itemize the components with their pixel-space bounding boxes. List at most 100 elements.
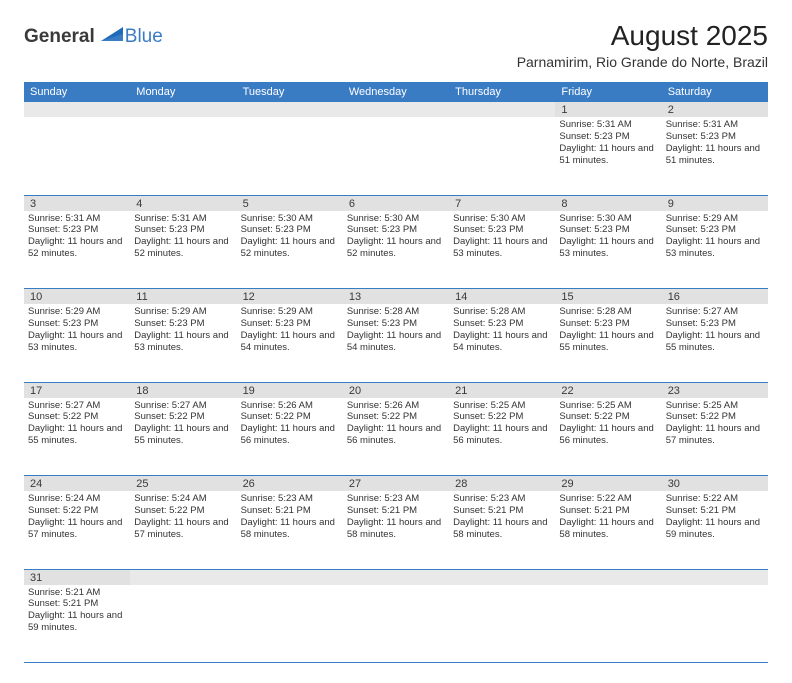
- day-cell: Sunrise: 5:31 AMSunset: 5:23 PMDaylight:…: [662, 117, 768, 195]
- day-number: 7: [449, 195, 555, 211]
- sunset-text: Sunset: 5:22 PM: [28, 505, 126, 517]
- day-number: 10: [24, 289, 130, 305]
- day-cell: Sunrise: 5:30 AMSunset: 5:23 PMDaylight:…: [449, 211, 555, 289]
- daylight-text: Daylight: 11 hours and 57 minutes.: [134, 517, 232, 541]
- sunrise-text: Sunrise: 5:29 AM: [241, 306, 339, 318]
- day-cell: Sunrise: 5:30 AMSunset: 5:23 PMDaylight:…: [343, 211, 449, 289]
- logo-text-a: General: [24, 26, 95, 48]
- sunrise-text: Sunrise: 5:25 AM: [666, 400, 764, 412]
- week-row: Sunrise: 5:29 AMSunset: 5:23 PMDaylight:…: [24, 304, 768, 382]
- day-number: [449, 102, 555, 117]
- daylight-text: Daylight: 11 hours and 59 minutes.: [666, 517, 764, 541]
- day-cell: [237, 585, 343, 663]
- sunset-text: Sunset: 5:23 PM: [666, 224, 764, 236]
- sunset-text: Sunset: 5:22 PM: [666, 411, 764, 423]
- sunset-text: Sunset: 5:23 PM: [241, 318, 339, 330]
- sunrise-text: Sunrise: 5:21 AM: [28, 587, 126, 599]
- day-number: 18: [130, 382, 236, 398]
- weekday-header-row: Sunday Monday Tuesday Wednesday Thursday…: [24, 82, 768, 102]
- day-cell: [662, 585, 768, 663]
- sunset-text: Sunset: 5:23 PM: [559, 224, 657, 236]
- sunset-text: Sunset: 5:21 PM: [666, 505, 764, 517]
- sunset-text: Sunset: 5:21 PM: [559, 505, 657, 517]
- day-number: 26: [237, 476, 343, 492]
- sunset-text: Sunset: 5:23 PM: [559, 131, 657, 143]
- sunset-text: Sunset: 5:23 PM: [347, 224, 445, 236]
- week-row: Sunrise: 5:24 AMSunset: 5:22 PMDaylight:…: [24, 491, 768, 569]
- sunset-text: Sunset: 5:22 PM: [559, 411, 657, 423]
- day-cell: Sunrise: 5:31 AMSunset: 5:23 PMDaylight:…: [24, 211, 130, 289]
- daylight-text: Daylight: 11 hours and 54 minutes.: [241, 330, 339, 354]
- sunset-text: Sunset: 5:22 PM: [241, 411, 339, 423]
- sunset-text: Sunset: 5:23 PM: [666, 131, 764, 143]
- day-cell: Sunrise: 5:23 AMSunset: 5:21 PMDaylight:…: [449, 491, 555, 569]
- day-number: 17: [24, 382, 130, 398]
- daylight-text: Daylight: 11 hours and 56 minutes.: [347, 423, 445, 447]
- sunrise-text: Sunrise: 5:27 AM: [134, 400, 232, 412]
- day-number: 13: [343, 289, 449, 305]
- logo-text-b: Blue: [125, 26, 163, 48]
- day-number: 11: [130, 289, 236, 305]
- page-header: General Blue August 2025 Parnamirim, Rio…: [24, 20, 768, 70]
- day-number: 25: [130, 476, 236, 492]
- week-row: Sunrise: 5:31 AMSunset: 5:23 PMDaylight:…: [24, 211, 768, 289]
- sunrise-text: Sunrise: 5:23 AM: [453, 493, 551, 505]
- day-cell: Sunrise: 5:28 AMSunset: 5:23 PMDaylight:…: [555, 304, 661, 382]
- day-number: 1: [555, 102, 661, 117]
- sunrise-text: Sunrise: 5:25 AM: [453, 400, 551, 412]
- day-cell: Sunrise: 5:29 AMSunset: 5:23 PMDaylight:…: [237, 304, 343, 382]
- daylight-text: Daylight: 11 hours and 58 minutes.: [241, 517, 339, 541]
- sunset-text: Sunset: 5:23 PM: [28, 318, 126, 330]
- sunset-text: Sunset: 5:23 PM: [666, 318, 764, 330]
- sunset-text: Sunset: 5:22 PM: [134, 505, 232, 517]
- daylight-text: Daylight: 11 hours and 55 minutes.: [28, 423, 126, 447]
- daylight-text: Daylight: 11 hours and 56 minutes.: [241, 423, 339, 447]
- sunrise-text: Sunrise: 5:31 AM: [559, 119, 657, 131]
- day-cell: Sunrise: 5:28 AMSunset: 5:23 PMDaylight:…: [343, 304, 449, 382]
- day-cell: Sunrise: 5:25 AMSunset: 5:22 PMDaylight:…: [662, 398, 768, 476]
- day-number: 4: [130, 195, 236, 211]
- day-cell: [343, 117, 449, 195]
- day-cell: Sunrise: 5:24 AMSunset: 5:22 PMDaylight:…: [130, 491, 236, 569]
- day-number: [130, 569, 236, 585]
- location-text: Parnamirim, Rio Grande do Norte, Brazil: [517, 54, 768, 70]
- sunrise-text: Sunrise: 5:22 AM: [666, 493, 764, 505]
- day-cell: Sunrise: 5:23 AMSunset: 5:21 PMDaylight:…: [237, 491, 343, 569]
- week-row: Sunrise: 5:27 AMSunset: 5:22 PMDaylight:…: [24, 398, 768, 476]
- day-number: 31: [24, 569, 130, 585]
- weekday-tue: Tuesday: [237, 82, 343, 102]
- daylight-text: Daylight: 11 hours and 55 minutes.: [666, 330, 764, 354]
- week-row: Sunrise: 5:31 AMSunset: 5:23 PMDaylight:…: [24, 117, 768, 195]
- day-number: 22: [555, 382, 661, 398]
- daylight-text: Daylight: 11 hours and 53 minutes.: [134, 330, 232, 354]
- daynum-row: 24252627282930: [24, 476, 768, 492]
- day-number: 28: [449, 476, 555, 492]
- day-cell: [130, 585, 236, 663]
- sunrise-text: Sunrise: 5:28 AM: [559, 306, 657, 318]
- day-number: [24, 102, 130, 117]
- daynum-row: 3456789: [24, 195, 768, 211]
- day-cell: [24, 117, 130, 195]
- day-cell: [449, 117, 555, 195]
- daylight-text: Daylight: 11 hours and 57 minutes.: [28, 517, 126, 541]
- day-cell: Sunrise: 5:27 AMSunset: 5:23 PMDaylight:…: [662, 304, 768, 382]
- daylight-text: Daylight: 11 hours and 59 minutes.: [28, 610, 126, 634]
- sunrise-text: Sunrise: 5:24 AM: [134, 493, 232, 505]
- sunset-text: Sunset: 5:23 PM: [134, 318, 232, 330]
- day-number: 12: [237, 289, 343, 305]
- weekday-sat: Saturday: [662, 82, 768, 102]
- sunrise-text: Sunrise: 5:31 AM: [666, 119, 764, 131]
- day-number: [130, 102, 236, 117]
- sunrise-text: Sunrise: 5:30 AM: [347, 213, 445, 225]
- sunrise-text: Sunrise: 5:27 AM: [28, 400, 126, 412]
- day-cell: Sunrise: 5:31 AMSunset: 5:23 PMDaylight:…: [130, 211, 236, 289]
- sunrise-text: Sunrise: 5:25 AM: [559, 400, 657, 412]
- daylight-text: Daylight: 11 hours and 54 minutes.: [453, 330, 551, 354]
- day-cell: Sunrise: 5:22 AMSunset: 5:21 PMDaylight:…: [662, 491, 768, 569]
- day-cell: Sunrise: 5:27 AMSunset: 5:22 PMDaylight:…: [24, 398, 130, 476]
- day-cell: Sunrise: 5:28 AMSunset: 5:23 PMDaylight:…: [449, 304, 555, 382]
- daylight-text: Daylight: 11 hours and 58 minutes.: [347, 517, 445, 541]
- sunrise-text: Sunrise: 5:23 AM: [241, 493, 339, 505]
- sunset-text: Sunset: 5:23 PM: [559, 318, 657, 330]
- daylight-text: Daylight: 11 hours and 56 minutes.: [559, 423, 657, 447]
